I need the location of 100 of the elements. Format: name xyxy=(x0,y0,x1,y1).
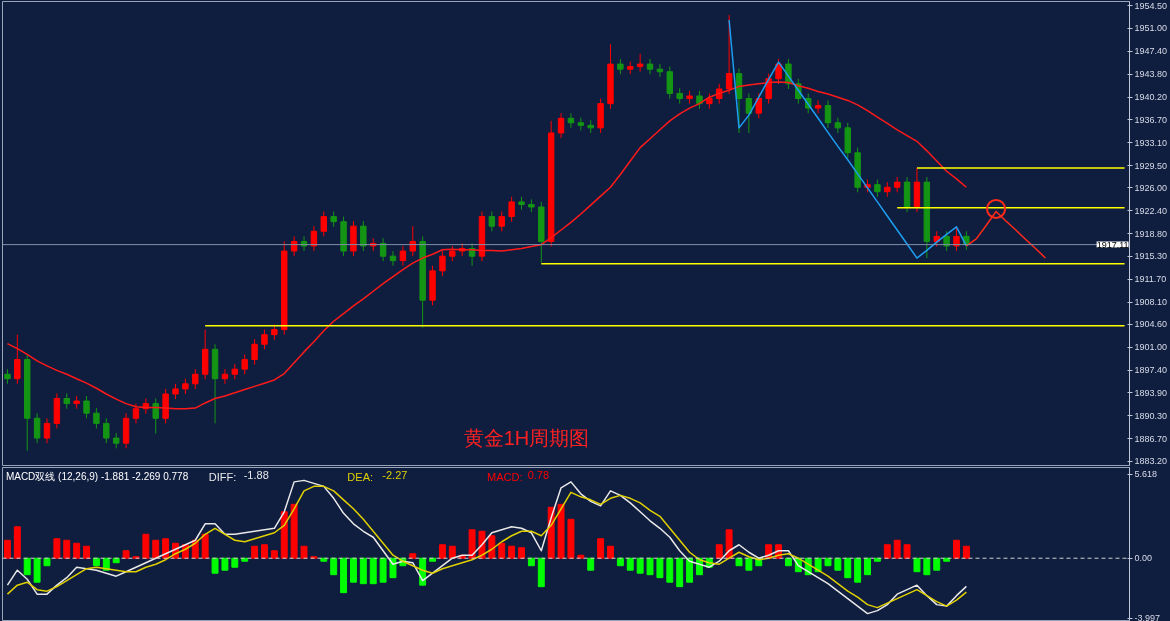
y-tick-label: 1918.80 xyxy=(1134,228,1168,239)
candlestick xyxy=(439,250,446,277)
candlestick xyxy=(310,225,318,252)
bar xyxy=(607,545,614,559)
bar xyxy=(73,542,81,559)
candlestick xyxy=(716,83,723,105)
bar xyxy=(438,544,446,559)
candlestick xyxy=(83,395,90,419)
bar xyxy=(587,557,595,571)
candlestick xyxy=(320,210,328,237)
bar xyxy=(597,538,605,559)
bar xyxy=(270,550,278,559)
bar xyxy=(448,545,456,559)
candlestick xyxy=(14,334,21,385)
y-tick-label: 1890.30 xyxy=(1134,410,1168,421)
y-tick-label: 1911.70 xyxy=(1134,274,1167,285)
bar xyxy=(369,557,377,585)
bar xyxy=(715,544,723,559)
candlestick xyxy=(360,220,367,252)
bar xyxy=(231,557,239,568)
bar xyxy=(626,557,634,571)
candlestick xyxy=(251,338,258,366)
y-tick-label: 1936.70 xyxy=(1134,114,1168,125)
bar xyxy=(300,545,308,559)
bar xyxy=(646,557,654,576)
bar xyxy=(616,557,624,567)
candlestick xyxy=(192,368,199,390)
y-tick-label: 1926.00 xyxy=(1134,182,1168,193)
y-tick-label: 1897.40 xyxy=(1134,365,1168,376)
candlestick xyxy=(755,92,762,119)
bar xyxy=(359,557,367,585)
bar xyxy=(409,553,417,559)
bar xyxy=(211,557,219,574)
bar xyxy=(864,557,871,576)
candlestick xyxy=(498,210,505,232)
candlestick xyxy=(636,53,644,73)
y-tick-label: 1915.30 xyxy=(1134,251,1168,262)
bar xyxy=(92,557,100,567)
candlestick xyxy=(765,73,772,105)
bar xyxy=(340,557,348,594)
y-tick-label: 0.00 xyxy=(1134,553,1153,564)
annotation: 0.78 xyxy=(527,468,550,481)
bar xyxy=(330,557,338,576)
candlestick xyxy=(261,329,268,350)
line-series xyxy=(728,19,968,259)
candlestick xyxy=(152,397,159,435)
bar xyxy=(488,535,496,559)
bar xyxy=(142,533,150,559)
y-tick-label: 1901.00 xyxy=(1134,342,1168,353)
candlestick xyxy=(953,226,960,252)
bar xyxy=(43,557,51,567)
candlestick xyxy=(488,210,496,232)
bar xyxy=(656,557,664,579)
annotation: -2.27 xyxy=(382,468,408,481)
bar xyxy=(53,538,61,559)
candlestick xyxy=(93,407,100,429)
bar xyxy=(3,539,11,559)
bar xyxy=(903,544,911,559)
y-tick-label: 1954.50 xyxy=(1134,0,1168,11)
ref-line-label: 1917.11 xyxy=(1096,239,1129,250)
bar xyxy=(893,539,901,559)
bar xyxy=(23,557,31,576)
bar xyxy=(883,544,891,559)
bar xyxy=(13,526,21,559)
bar xyxy=(567,518,575,559)
bar xyxy=(933,557,941,571)
bar xyxy=(261,544,268,559)
candlestick xyxy=(943,230,950,252)
bar xyxy=(290,503,298,559)
bar xyxy=(379,557,387,583)
bar xyxy=(201,533,209,559)
candlestick xyxy=(557,112,565,139)
bar xyxy=(784,557,792,567)
y-tick-label: 1922.40 xyxy=(1134,205,1168,216)
y-tick-label: 1947.40 xyxy=(1134,46,1168,57)
bar xyxy=(508,545,516,559)
y-tick-label: 1908.10 xyxy=(1134,297,1168,308)
bar xyxy=(83,545,90,559)
bar xyxy=(63,539,71,559)
y-tick-label: 1951.00 xyxy=(1134,23,1168,34)
bar xyxy=(834,557,842,571)
y-tick-label: 1940.20 xyxy=(1134,92,1168,103)
candlestick xyxy=(834,117,842,134)
bar xyxy=(468,529,476,559)
bar xyxy=(636,557,644,574)
bar xyxy=(824,557,832,567)
candlestick xyxy=(43,417,51,444)
bar xyxy=(280,511,288,559)
candlestick xyxy=(508,196,515,223)
bar xyxy=(557,503,565,559)
bar xyxy=(221,557,229,571)
annotation: MACD双线 (12,26,9) -1.881 -2.269 0.778 xyxy=(5,470,189,482)
bar xyxy=(962,545,970,559)
candlestick xyxy=(132,403,140,424)
annotation: DEA: xyxy=(347,470,374,483)
candlestick xyxy=(103,417,110,444)
bar xyxy=(854,557,862,583)
candlestick xyxy=(33,412,41,444)
bar xyxy=(735,557,743,567)
annotation: MACD: xyxy=(487,470,523,483)
